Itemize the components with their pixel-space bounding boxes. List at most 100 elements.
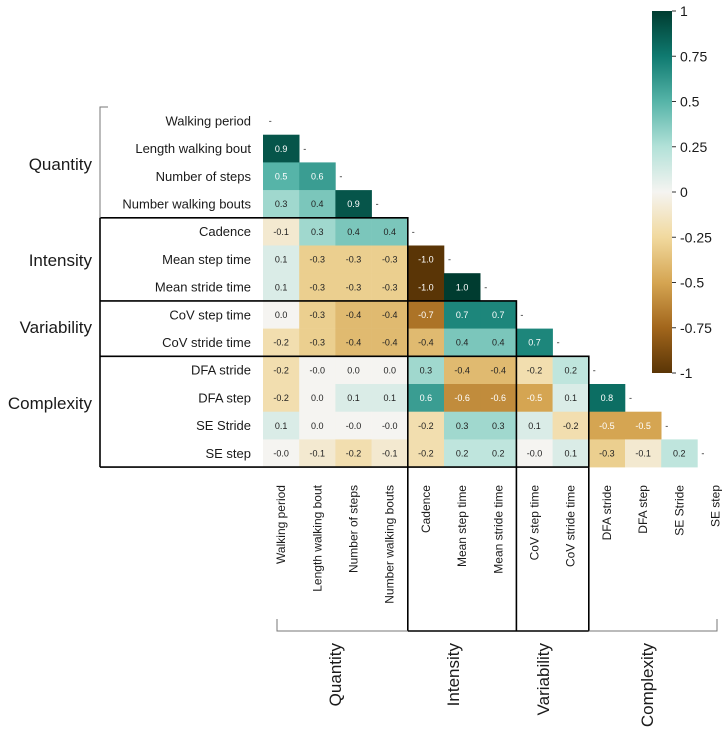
heatmap-cell [299, 439, 336, 468]
heatmap-cell [335, 245, 372, 274]
cell-value: 0.0 [311, 393, 324, 403]
cell-value: -0.4 [346, 338, 362, 348]
heatmap-cell [335, 217, 372, 246]
heatmap-cell [444, 384, 481, 412]
column-labels: Walking period Length walking bout Number … [274, 484, 722, 603]
heatmap-cell [371, 300, 409, 329]
cell-value: -0.4 [382, 310, 398, 320]
cell-value: 0.6 [311, 171, 324, 181]
cell-value: -0.3 [346, 282, 362, 292]
cell-value: -0.6 [491, 393, 507, 403]
colorbar-tick-label: -0.5 [680, 275, 704, 291]
heatmap-cell [444, 300, 481, 329]
column-label: CoV stride time [564, 485, 578, 567]
heatmap-cell [299, 273, 336, 302]
cell-value: -0.1 [382, 448, 398, 458]
heatmap-cell [263, 245, 300, 274]
row-label: CoV stride time [162, 335, 251, 350]
cell-value: -0.3 [310, 338, 326, 348]
diagonal-dash: - [339, 171, 342, 181]
heatmap-cell [516, 439, 553, 468]
cell-value: -0.5 [527, 393, 543, 403]
colorbar-tick-label: 0 [680, 184, 688, 200]
heatmap-cell [407, 273, 445, 302]
cell-value: 0.5 [275, 171, 288, 181]
colorbar-tick-label: 0.75 [680, 48, 707, 64]
heatmap-cell [588, 411, 626, 440]
cell-value: -0.2 [563, 421, 579, 431]
diagonal-dash: - [629, 393, 632, 403]
diagonal-dash: - [412, 227, 415, 237]
frame-quantity [100, 217, 409, 468]
frame-intensity [100, 300, 518, 468]
diagonal-dash: - [376, 199, 379, 209]
heatmap-cell [299, 162, 336, 191]
brace-complexity-bottom [588, 619, 718, 632]
heatmap-cell [444, 356, 481, 385]
colorbar-tick-label: -1 [680, 365, 693, 381]
heatmap-cell [407, 411, 445, 440]
colorbar-tick-label: -0.25 [680, 229, 712, 245]
cell-value: -0.1 [273, 227, 289, 237]
cell-value: -0.0 [382, 421, 398, 431]
heatmap-cell [407, 439, 445, 468]
heatmap-cell [263, 273, 300, 302]
cell-value: -1.0 [418, 255, 434, 265]
cell-value: 0.1 [347, 393, 360, 403]
heatmap-cell [552, 356, 590, 385]
heatmap-cell [480, 439, 517, 468]
cell-value: -0.2 [273, 393, 289, 403]
heatmap-cell [480, 411, 517, 440]
cell-value: 0.3 [456, 421, 469, 431]
heatmap-cell [299, 356, 336, 385]
cell-value: -0.2 [346, 448, 362, 458]
row-label: Walking period [165, 113, 251, 128]
cell-value: 0.1 [564, 393, 577, 403]
column-label: Cadence [419, 485, 433, 533]
column-label: Mean stride time [491, 485, 505, 574]
cell-value: -0.3 [382, 282, 398, 292]
heatmap-cell [552, 439, 590, 468]
column-label: Number walking bouts [383, 485, 397, 604]
heatmap-cell [299, 328, 336, 357]
cell-value: 0.7 [528, 338, 541, 348]
heatmap-cell [299, 190, 336, 219]
diagonal-dash: - [520, 310, 523, 320]
heatmap-cell [371, 384, 409, 412]
cell-value: 0.0 [275, 310, 288, 320]
cell-value: 0.1 [275, 282, 288, 292]
cell-value: -1.0 [418, 282, 434, 292]
cell-value: 0.1 [564, 448, 577, 458]
cell-value: 0.3 [420, 365, 433, 375]
cell-value: -0.7 [418, 310, 434, 320]
heatmap-cell [407, 328, 445, 357]
heatmap-cell [516, 411, 553, 440]
diagonal-dash: - [484, 282, 487, 292]
heatmap-cell [263, 411, 300, 440]
cell-value: -0.2 [527, 365, 543, 375]
cell-value: -0.5 [599, 421, 615, 431]
heatmap-cell [371, 273, 409, 302]
colorbar-tick-label: 1 [680, 3, 688, 19]
heatmap-cell [407, 384, 445, 412]
heatmap-cell [480, 356, 517, 385]
column-label: SE step [709, 485, 723, 527]
heatmap-cells: -0.9 -0.5 0.6 -0.3 0.4 0.9 --0.1 0.3 0.4 0.4 -0.1-… [263, 116, 704, 468]
row-label: DFA step [198, 390, 251, 405]
brace-quantity-bottom [276, 619, 408, 632]
heatmap-cell [299, 245, 336, 274]
cell-value: 0.8 [601, 393, 614, 403]
colorbar-tick-label: 0.5 [680, 94, 700, 110]
cell-value: -0.6 [454, 393, 470, 403]
cell-value: -0.3 [310, 310, 326, 320]
heatmap-cell [625, 411, 662, 440]
cell-value: 0.3 [311, 227, 324, 237]
column-label: Mean step time [455, 485, 469, 567]
cell-value: -0.4 [346, 310, 362, 320]
heatmap-cell [335, 356, 372, 385]
diagonal-dash: - [269, 116, 272, 126]
cell-value: 0.2 [456, 448, 469, 458]
cell-value: -0.0 [310, 365, 326, 375]
colorbar-gradient [652, 11, 672, 373]
heatmap-cell [263, 384, 300, 412]
